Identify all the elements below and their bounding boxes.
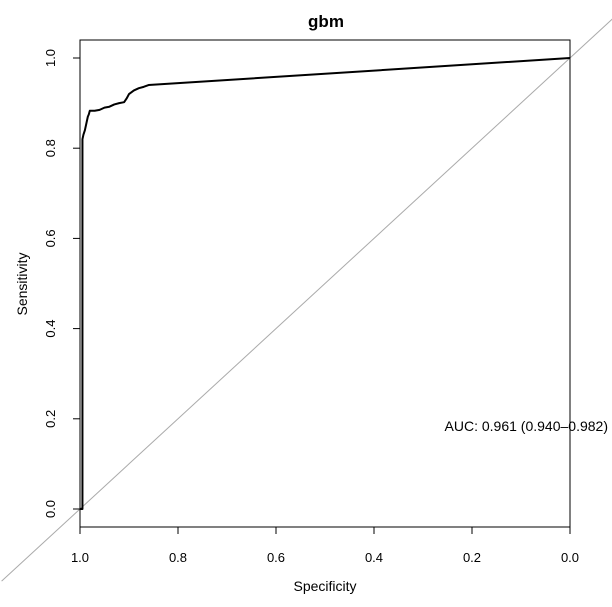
auc-annotation: AUC: 0.961 (0.940–0.982) <box>445 418 608 434</box>
y-tick-label: 0.0 <box>43 500 58 518</box>
chart-title: gbm <box>308 12 344 31</box>
y-axis-label: Sensitivity <box>14 252 30 315</box>
x-tick-label: 0.6 <box>267 550 285 565</box>
x-tick-label: 0.0 <box>561 550 579 565</box>
x-tick-label: 0.8 <box>169 550 187 565</box>
y-tick-label: 0.6 <box>43 229 58 247</box>
reference-diagonal-line <box>1 18 612 582</box>
roc-curve <box>80 57 571 510</box>
x-tick-label: 0.2 <box>463 550 481 565</box>
x-axis-label: Specificity <box>293 578 356 594</box>
plot-frame <box>79 39 571 528</box>
y-tick-label: 0.4 <box>43 320 58 338</box>
x-tick-label: 1.0 <box>71 550 89 565</box>
y-tick-label: 0.2 <box>43 410 58 428</box>
y-tick-label: 1.0 <box>43 49 58 67</box>
x-tick-label: 0.4 <box>365 550 383 565</box>
y-tick-label: 0.8 <box>43 139 58 157</box>
